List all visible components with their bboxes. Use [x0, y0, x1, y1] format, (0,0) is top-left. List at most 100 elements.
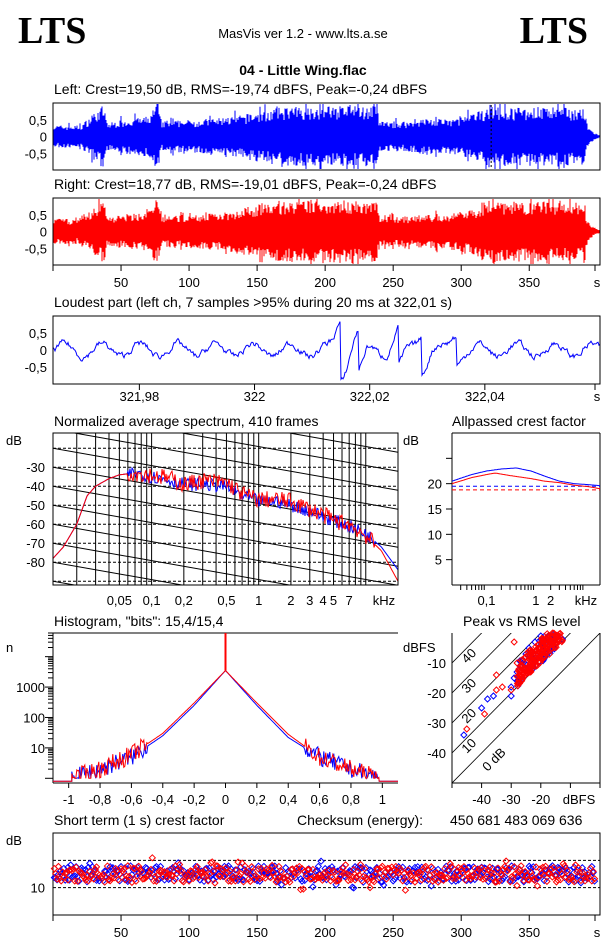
scatter-point [132, 877, 140, 885]
scatter-point [548, 629, 557, 637]
scatter-point [281, 864, 290, 872]
scatter-point [462, 866, 471, 874]
loudest-part-title: Loudest part (left ch, 7 samples >95% du… [54, 294, 453, 310]
scatter-point [480, 710, 489, 718]
scatter-point [333, 876, 342, 885]
scatter-point [307, 875, 316, 883]
scatter-point [575, 868, 584, 877]
scatter-point [328, 873, 336, 881]
scatter-point [358, 864, 366, 872]
scatter-point [370, 877, 378, 886]
scatter-point [498, 871, 506, 879]
scatter-point [174, 865, 182, 874]
spectrum-slope-line [53, 561, 185, 585]
scatter-point [371, 870, 380, 878]
scatter-point [530, 876, 539, 885]
crest-diagonal-label: 0 dB [479, 745, 509, 775]
scatter-point [552, 639, 560, 647]
scatter-point [492, 686, 501, 694]
spectrum-slope-line [286, 433, 398, 453]
scatter-point [234, 858, 242, 866]
scatter-point [120, 865, 128, 873]
scatter-point [467, 876, 475, 884]
scatter-point [533, 661, 542, 669]
crest-diagonal-label: 40 [458, 645, 479, 666]
scatter-point [283, 872, 291, 880]
scatter-point [490, 869, 498, 878]
scatter-point [154, 871, 162, 879]
x-tick-label: 0,2 [175, 593, 193, 608]
scatter-point [545, 869, 554, 878]
scatter-point [492, 671, 501, 679]
scatter-point [378, 862, 386, 870]
scatter-point [389, 871, 397, 879]
scatter-point [337, 867, 346, 876]
scatter-point [237, 863, 245, 871]
scatter-point [288, 865, 297, 873]
scatter-point [231, 866, 240, 874]
scatter-point [322, 875, 331, 884]
scatter-point [589, 867, 597, 876]
scatter-point [60, 864, 68, 873]
scatter-point [354, 867, 362, 876]
scatter-point [170, 877, 178, 885]
scatter-point [515, 677, 523, 685]
scatter-point [286, 878, 294, 886]
scatter-point [556, 629, 564, 638]
y-axis-label: dBFS [403, 640, 436, 655]
scatter-point [52, 869, 60, 878]
loudest-part-frame [52, 315, 601, 385]
scatter-point [213, 862, 222, 870]
scatter-point [296, 885, 305, 894]
crest-diagonal-label: 30 [458, 675, 479, 696]
y-tick-label: -40 [26, 479, 45, 494]
scatter-point [90, 875, 98, 883]
x-tick-label: -1 [63, 792, 75, 807]
y-tick-label: -30 [427, 716, 446, 731]
scatter-point [541, 862, 550, 870]
scatter-point [356, 860, 365, 869]
y-tick-label: -80 [26, 555, 45, 570]
scatter-point [324, 870, 332, 879]
scatter-point [543, 645, 552, 653]
scatter-point [164, 871, 173, 879]
x-unit-label: s [594, 389, 601, 404]
scatter-point [543, 877, 551, 886]
scatter-point [498, 683, 507, 691]
crest-diagonal [452, 633, 600, 783]
scatter-point [581, 877, 589, 885]
scatter-point [227, 877, 235, 885]
scatter-point [54, 862, 63, 871]
scatter-point [454, 876, 463, 884]
scatter-point [505, 864, 513, 873]
scatter-point [152, 877, 161, 885]
scatter-point [335, 876, 343, 885]
scatter-point [287, 865, 295, 874]
x-tick-label: 0,8 [342, 792, 360, 807]
scatter-point [486, 863, 494, 871]
scatter-point [528, 658, 537, 666]
x-tick-label: -40 [472, 792, 491, 807]
scatter-point [526, 650, 535, 659]
y-axis-label: dB [6, 433, 22, 448]
scatter-point [510, 638, 518, 646]
scatter-point [438, 871, 446, 879]
scatter-point [107, 874, 116, 882]
scatter-point [551, 631, 559, 639]
scatter-point [223, 868, 231, 877]
scatter-point [549, 637, 557, 645]
scatter-point [554, 876, 562, 884]
y-tick-label: -60 [26, 517, 45, 532]
y-tick-label: 0,5 [29, 208, 47, 223]
y-tick-label: -20 [427, 686, 446, 701]
scatter-point [513, 659, 521, 667]
scatter-point [72, 863, 80, 872]
scatter-point [61, 876, 69, 884]
y-tick-label: 0 [40, 130, 47, 145]
scatter-point [268, 863, 276, 871]
y-tick-label: -0,5 [25, 241, 47, 256]
x-tick-label: 0,05 [107, 593, 132, 608]
x-tick-label: 5 [330, 593, 337, 608]
y-tick-label: 0,5 [29, 113, 47, 128]
scatter-point [277, 881, 286, 889]
